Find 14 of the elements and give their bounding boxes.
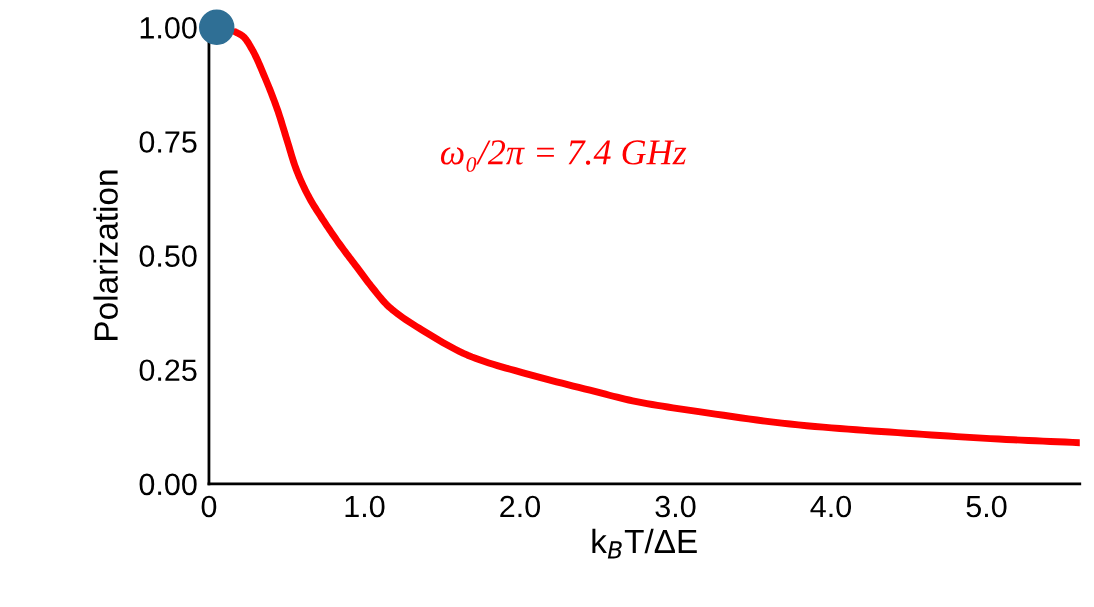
x-tick-label: 0 bbox=[201, 495, 217, 518]
x-tick-label: 5.0 bbox=[966, 495, 1007, 518]
y-tick-label: 0.75 bbox=[139, 131, 197, 153]
y-tick-label: 0.25 bbox=[139, 359, 197, 382]
y-tick-label: 0.50 bbox=[139, 245, 197, 267]
y-tick-label: 1.00 bbox=[140, 17, 197, 39]
y-tick-label: 0.00 bbox=[139, 473, 197, 496]
annotation: ω₀/2π = 7.4 GHz bbox=[440, 140, 687, 172]
y-axis-title: Polarization bbox=[93, 170, 118, 340]
x-tick-label: 3.0 bbox=[655, 495, 696, 518]
x-tick-label: 1.0 bbox=[345, 495, 385, 518]
x-tick-label: 2.0 bbox=[500, 495, 541, 518]
x-tick-label: 4.0 bbox=[810, 495, 852, 518]
x-axis-title: k$_{B}$T/ΔE bbox=[592, 528, 697, 559]
